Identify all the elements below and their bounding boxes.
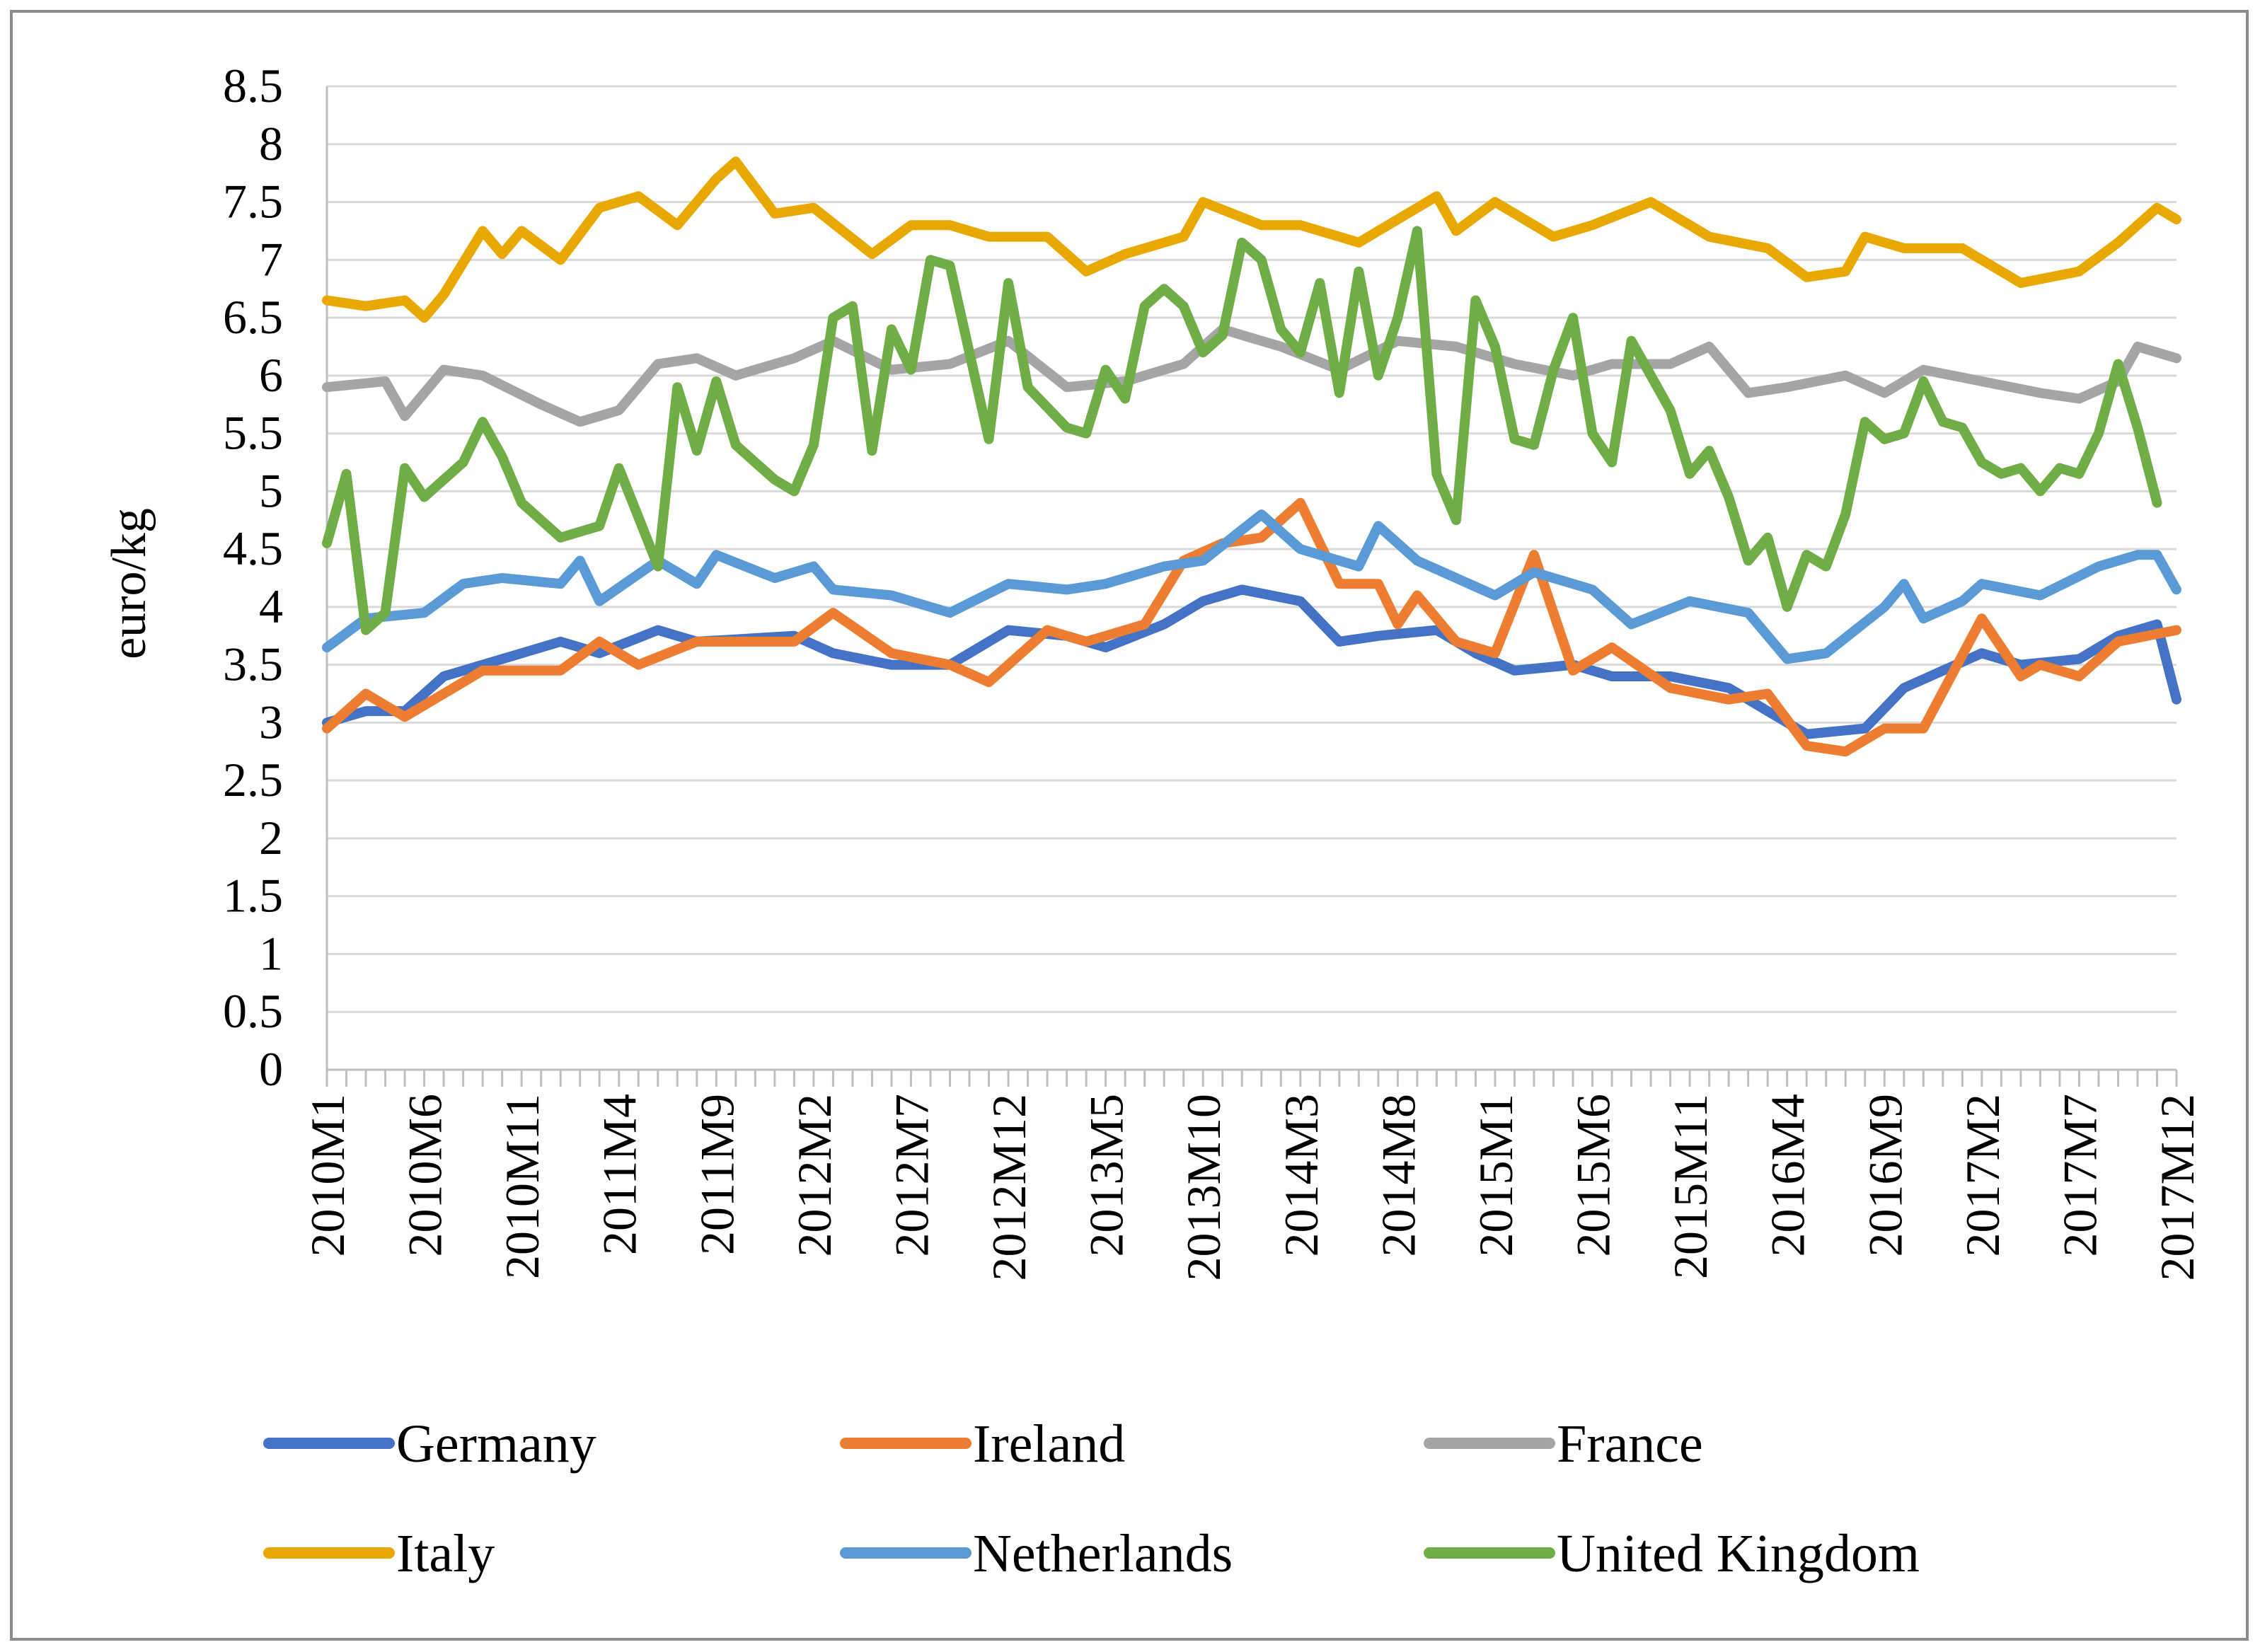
series-lines bbox=[322, 156, 2181, 757]
y-tick-label: 4.5 bbox=[223, 521, 283, 575]
legend-label: Germany bbox=[396, 1414, 596, 1474]
y-tick-label: 1.5 bbox=[223, 869, 283, 923]
y-tick-label: 5.5 bbox=[223, 406, 283, 460]
x-tick-label: 2017M7 bbox=[2053, 1094, 2106, 1257]
y-tick-label: 3 bbox=[259, 695, 283, 749]
legend-item-netherlands: Netherlands bbox=[840, 1524, 1233, 1583]
x-tick-label: 2014M3 bbox=[1274, 1094, 1328, 1257]
y-tick-label: 0 bbox=[259, 1042, 283, 1096]
y-tick-label: 4 bbox=[259, 579, 283, 633]
y-tick-label: 6 bbox=[259, 348, 283, 402]
x-tick-label: 2015M6 bbox=[1567, 1094, 1620, 1257]
legend-item-france: France bbox=[1424, 1414, 1703, 1474]
x-tick-label: 2013M10 bbox=[1177, 1094, 1230, 1281]
x-tick-label: 2010M6 bbox=[398, 1094, 452, 1257]
y-tick-label: 2.5 bbox=[223, 753, 283, 807]
x-tick-label: 2017M12 bbox=[2150, 1094, 2204, 1281]
legend-item-italy: Italy bbox=[263, 1524, 495, 1583]
y-tick-label: 8.5 bbox=[223, 59, 283, 112]
x-tick-label: 2012M2 bbox=[788, 1094, 841, 1257]
x-tick-label: 2012M7 bbox=[884, 1094, 938, 1257]
legend-label: Ireland bbox=[973, 1414, 1125, 1474]
legend: Germany Ireland France Italy Netherlands Unit… bbox=[263, 1414, 1920, 1583]
y-axis-label: euro/kg bbox=[102, 508, 156, 659]
legend-item-germany: Germany bbox=[263, 1414, 596, 1474]
x-tick-labels: 2010M1 2010M6 2010M11 2011M4 2011M9 2012M2 201… bbox=[301, 1094, 2204, 1281]
y-tick-label: 3.5 bbox=[223, 637, 283, 691]
x-tick-label: 2011M4 bbox=[593, 1094, 647, 1255]
x-tick-label: 2010M1 bbox=[301, 1094, 354, 1257]
y-tick-label: 6.5 bbox=[223, 290, 283, 344]
x-tick-label: 2016M4 bbox=[1761, 1094, 1815, 1257]
legend-item-united-kingdom: United Kingdom bbox=[1424, 1524, 1920, 1583]
y-tick-label: 0.5 bbox=[223, 984, 283, 1038]
x-tick-label: 2014M8 bbox=[1371, 1094, 1425, 1257]
series-line-italy bbox=[322, 156, 2181, 323]
x-tick-label: 2015M11 bbox=[1664, 1094, 1717, 1279]
legend-label: United Kingdom bbox=[1557, 1524, 1920, 1583]
legend-label: France bbox=[1557, 1414, 1703, 1474]
series-line-france bbox=[322, 324, 2181, 427]
x-tick-label: 2012M12 bbox=[982, 1094, 1036, 1281]
axes bbox=[325, 86, 2178, 1087]
legend-label: Netherlands bbox=[973, 1524, 1233, 1583]
x-tick-label: 2017M2 bbox=[1956, 1094, 2010, 1257]
chart-frame bbox=[10, 10, 2249, 1641]
y-tick-label: 2 bbox=[259, 811, 283, 865]
series-line-germany bbox=[322, 584, 2181, 739]
series-line-netherlands bbox=[322, 509, 2181, 664]
x-tick-label: 2010M11 bbox=[495, 1094, 549, 1279]
y-tick-label: 7.5 bbox=[223, 175, 283, 229]
y-tick-label: 5 bbox=[259, 463, 283, 517]
x-tick-label: 2013M5 bbox=[1080, 1094, 1134, 1257]
y-tick-label: 1 bbox=[259, 926, 283, 980]
series-line-ireland bbox=[322, 497, 2181, 757]
x-tick-label: 2015M1 bbox=[1469, 1094, 1523, 1257]
y-tick-labels: 00.511.522.533.544.555.566.577.588.5 bbox=[223, 59, 283, 1096]
y-tick-label: 8 bbox=[259, 117, 283, 171]
legend-label: Italy bbox=[396, 1524, 495, 1583]
x-tick-label: 2011M9 bbox=[690, 1094, 744, 1255]
series-line-united-kingdom bbox=[322, 226, 2162, 635]
y-tick-label: 7 bbox=[259, 232, 283, 286]
legend-item-ireland: Ireland bbox=[840, 1414, 1125, 1474]
x-tick-label: 2016M9 bbox=[1858, 1094, 1912, 1257]
